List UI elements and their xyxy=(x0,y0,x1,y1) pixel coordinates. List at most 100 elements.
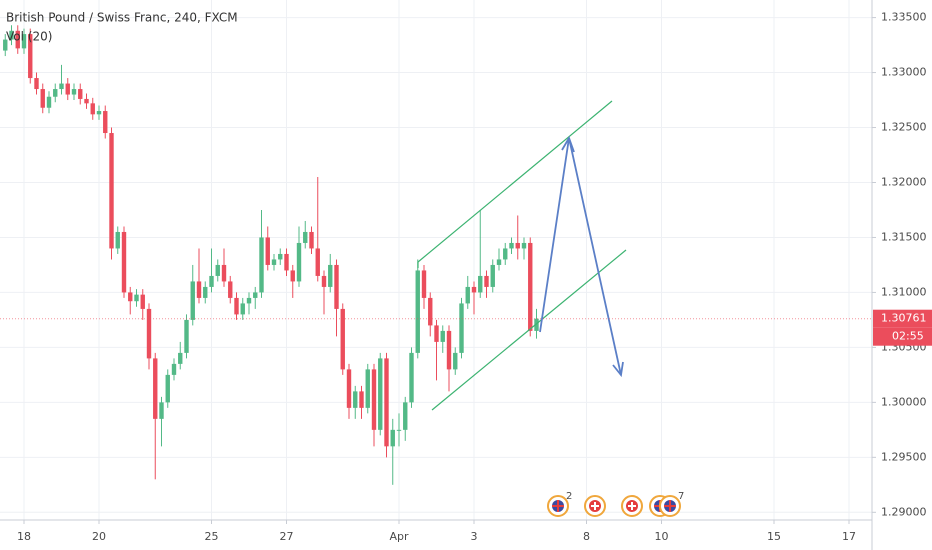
candle-body xyxy=(465,286,470,304)
y-tick-label: 1.33000 xyxy=(881,66,927,79)
channel-upper xyxy=(417,100,613,263)
candle-body xyxy=(203,286,208,298)
candle-body xyxy=(190,281,195,320)
last-price-tag xyxy=(873,309,932,328)
x-tick-label: 20 xyxy=(92,530,106,543)
candle-body xyxy=(78,89,83,99)
chart-title: British Pound / Swiss Franc, 240, FXCM xyxy=(6,11,238,25)
candle-body xyxy=(515,242,520,249)
candle-body xyxy=(346,369,352,408)
candle-body xyxy=(521,242,527,249)
candle-body xyxy=(59,83,64,90)
candle-body xyxy=(21,34,27,49)
candle-body xyxy=(284,253,289,271)
volume-label: Vol (20) xyxy=(6,30,52,44)
candle-body xyxy=(103,111,108,134)
candle-body xyxy=(40,89,45,108)
candle-body xyxy=(353,391,358,408)
candle-body xyxy=(496,259,502,265)
y-tick-label: 1.29000 xyxy=(881,505,927,518)
candle-body xyxy=(528,242,533,331)
candle-body xyxy=(28,34,33,79)
candle-body xyxy=(146,308,152,359)
candle-body xyxy=(384,358,389,447)
candle-body xyxy=(196,281,202,298)
x-tick-label: 10 xyxy=(655,530,669,543)
candle-body xyxy=(153,358,158,419)
x-tick-label: 17 xyxy=(842,530,856,543)
candle-body xyxy=(159,402,164,419)
candle-body xyxy=(378,358,383,430)
y-tick-label: 1.32500 xyxy=(881,121,927,134)
y-tick-label: 1.32000 xyxy=(881,175,927,188)
flag-cross xyxy=(664,500,676,512)
y-tick-label: 1.31500 xyxy=(881,230,927,243)
x-tick-label: 18 xyxy=(17,530,31,543)
candle-body xyxy=(453,352,458,370)
candle-body xyxy=(171,363,177,375)
candle-body xyxy=(290,270,295,282)
y-tick-label: 1.33500 xyxy=(881,11,927,24)
x-tick-label: 8 xyxy=(583,530,590,543)
candle-body xyxy=(3,39,8,51)
candle-body xyxy=(409,352,414,403)
candle-body xyxy=(440,330,445,342)
channel-lower xyxy=(431,249,627,411)
candle-body xyxy=(259,237,264,293)
x-tick-label: 3 xyxy=(471,530,478,543)
candle-body xyxy=(446,330,452,370)
candle-body xyxy=(303,231,308,243)
x-tick-label: Apr xyxy=(389,530,409,543)
candle-body xyxy=(46,96,52,108)
candle-body xyxy=(9,30,14,40)
y-tick-label: 1.31000 xyxy=(881,285,927,298)
candle-body xyxy=(334,264,339,309)
candle-body xyxy=(71,89,77,95)
events: 2 7 xyxy=(547,491,684,517)
y-tick-label: 1.30000 xyxy=(881,395,927,408)
candles xyxy=(3,25,539,485)
candle-body xyxy=(365,369,370,408)
candle-body xyxy=(253,292,258,298)
candle-body xyxy=(271,259,277,265)
arrow-head-down xyxy=(612,361,624,378)
countdown-tag xyxy=(873,327,932,346)
event-count: 7 xyxy=(678,491,684,502)
candle-body xyxy=(534,318,539,331)
candle-body xyxy=(478,275,483,293)
candle-body xyxy=(90,103,95,115)
forecast-arrows xyxy=(539,135,624,378)
candle-body xyxy=(359,391,364,408)
candle-body xyxy=(128,292,133,302)
candle-body xyxy=(134,294,139,302)
candle-body xyxy=(471,286,477,293)
candle-body xyxy=(34,78,39,90)
candle-body xyxy=(390,429,395,447)
candle-body xyxy=(296,242,302,282)
candle-body xyxy=(459,303,464,353)
arrow-head-up xyxy=(561,135,575,153)
candle-body xyxy=(84,98,89,104)
event-count: 2 xyxy=(566,491,572,502)
candle-body xyxy=(434,325,439,342)
candle-body xyxy=(65,83,70,95)
candle-body xyxy=(121,231,127,293)
candle-body xyxy=(421,270,427,298)
candle-body xyxy=(215,264,220,276)
candle-body xyxy=(109,133,114,249)
candle-body xyxy=(15,30,20,49)
candle-body xyxy=(490,264,495,287)
flag-cross xyxy=(591,502,599,510)
candle-body xyxy=(228,281,233,298)
candle-body xyxy=(328,264,333,287)
y-tick-label: 1.29500 xyxy=(881,450,927,463)
candle-body xyxy=(209,275,214,287)
candle-body xyxy=(265,237,270,265)
candle-body xyxy=(415,270,420,353)
candle-body xyxy=(321,275,327,287)
candle-body xyxy=(309,231,314,249)
candle-body xyxy=(240,303,245,315)
x-tick-label: 27 xyxy=(280,530,294,543)
